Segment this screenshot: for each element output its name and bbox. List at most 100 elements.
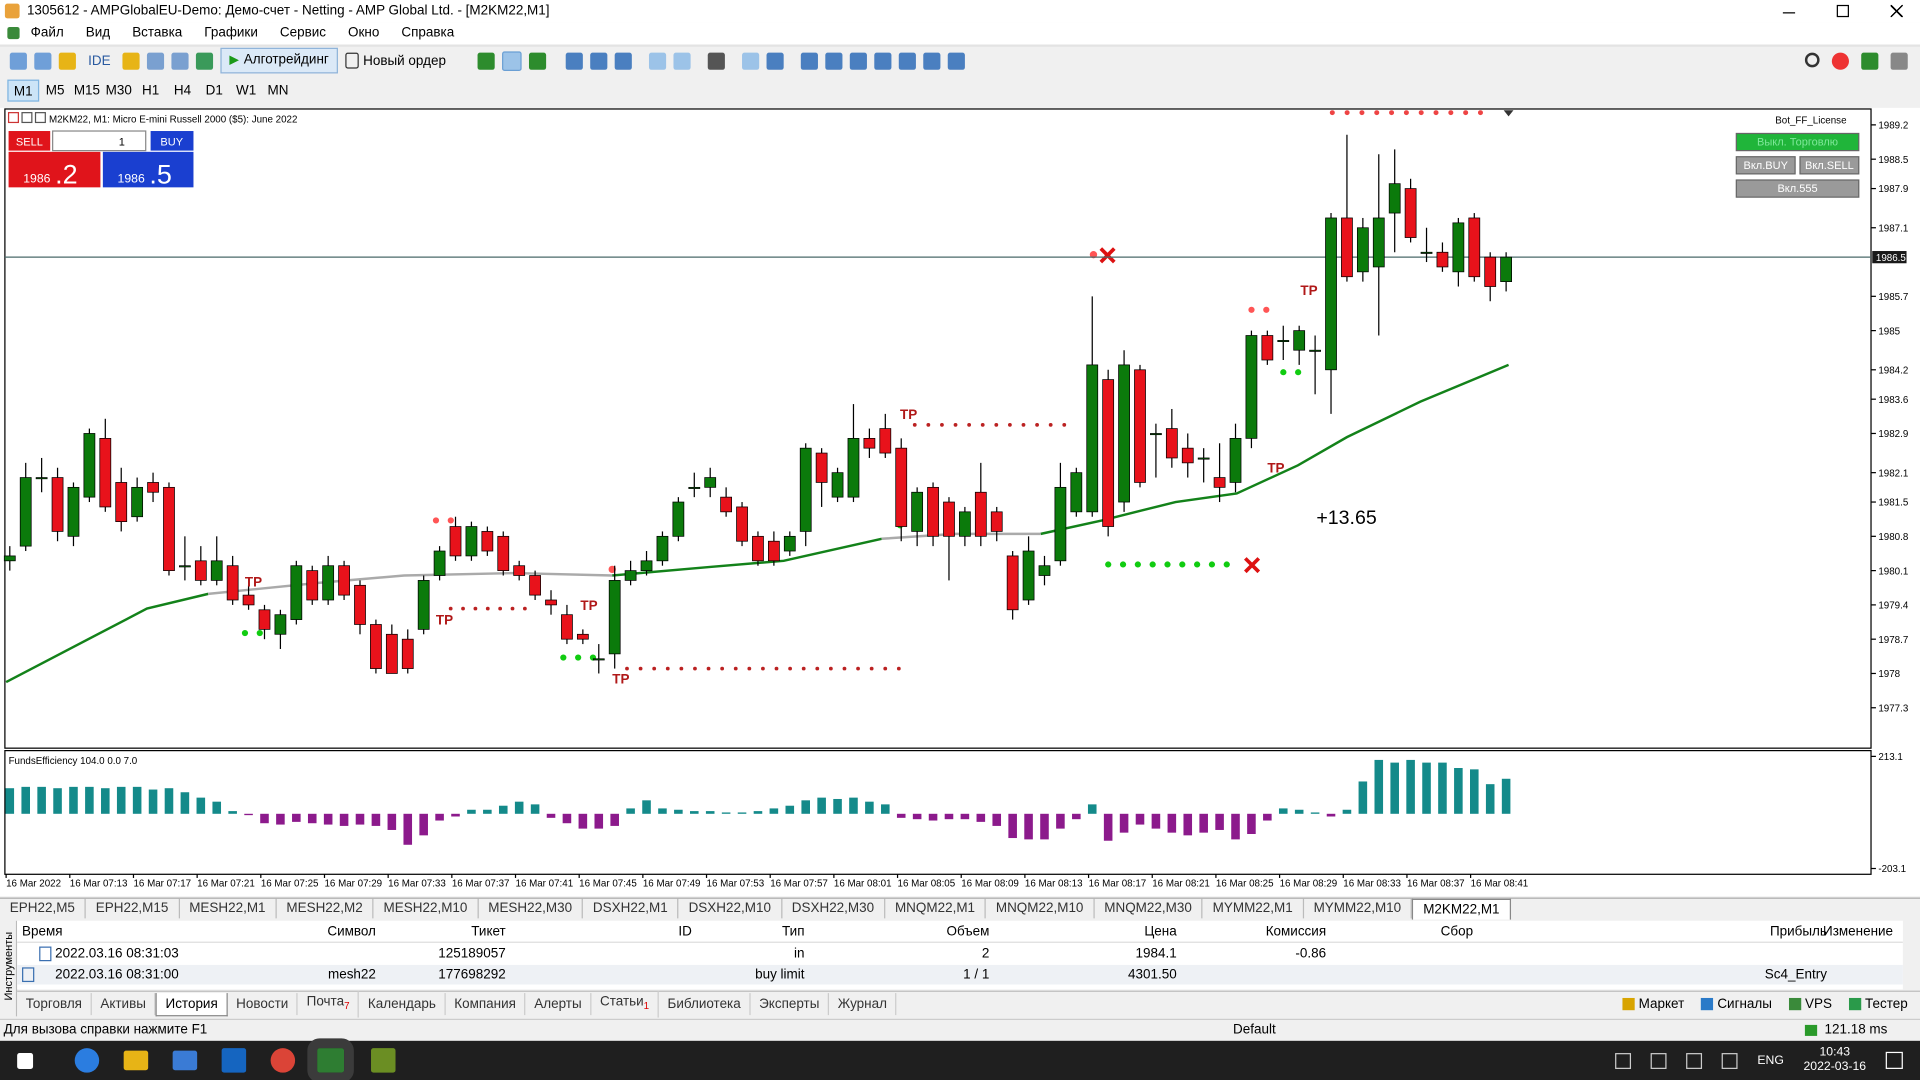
symbol-tab[interactable]: MESH22,M30 <box>478 898 584 919</box>
symbol-tab[interactable]: MYMM22,M1 <box>1203 898 1304 919</box>
symbol-tab[interactable]: MNQM22,M30 <box>1094 898 1203 919</box>
metatrader[interactable] <box>307 1038 354 1080</box>
menu-item[interactable]: Окно <box>348 25 380 41</box>
bottom-tab[interactable]: Почта7 <box>298 990 360 1018</box>
bottom-tab[interactable]: Эксперты <box>751 993 830 1016</box>
menu-item[interactable]: Файл <box>30 25 64 41</box>
trendline[interactable] <box>850 52 868 70</box>
column-header[interactable]: ID <box>678 924 692 940</box>
window-controls[interactable] <box>1782 4 1903 18</box>
tool-icon[interactable] <box>9 52 27 70</box>
search[interactable] <box>1804 52 1820 67</box>
tool-icon[interactable] <box>673 52 691 70</box>
crosshair[interactable] <box>766 52 784 70</box>
symbol-tab[interactable]: M2KM22,M1 <box>1412 898 1511 919</box>
channel[interactable] <box>874 52 892 70</box>
bottom-tab[interactable]: Новости <box>228 993 299 1016</box>
menu-item[interactable]: Сервис <box>279 25 327 41</box>
timeframe-button[interactable]: M15 <box>73 83 101 98</box>
column-header[interactable]: Комиссия <box>1265 924 1327 940</box>
notifications[interactable] <box>1831 52 1849 70</box>
mail[interactable] <box>172 1050 198 1071</box>
panel-button[interactable]: Вкл.SELL <box>1799 156 1860 175</box>
column-header[interactable]: Сбор <box>1440 924 1474 940</box>
timeframe-button[interactable]: M1 <box>7 79 40 102</box>
symbol-tab[interactable]: MYMM22,M10 <box>1304 898 1413 919</box>
clock[interactable]: 10:43 2022-03-16 <box>1803 1046 1866 1075</box>
cursor[interactable] <box>742 52 760 70</box>
timeframe-button[interactable]: H4 <box>173 83 192 98</box>
timeframe-button[interactable]: H1 <box>142 83 160 98</box>
symbol-tab[interactable]: MESH22,M2 <box>277 898 374 919</box>
column-header[interactable]: Время <box>22 924 63 940</box>
outlook[interactable] <box>221 1048 247 1073</box>
panel-button[interactable]: Выкл. Торговлю <box>1735 132 1860 152</box>
zoom-in[interactable] <box>565 52 584 70</box>
bottom-tab[interactable]: История <box>155 992 228 1016</box>
keyboard-lang[interactable]: ENG <box>1757 1053 1784 1068</box>
edge[interactable] <box>74 1048 100 1073</box>
algo-trading-button[interactable]: ▶ Алготрейдинг <box>220 47 338 74</box>
column-header[interactable]: Прибыль <box>1769 924 1827 940</box>
zoom-out[interactable] <box>590 52 608 70</box>
symbol-tab[interactable]: DSXH22,M10 <box>679 898 782 919</box>
timeframe-button[interactable]: M30 <box>105 83 132 98</box>
ide-button[interactable]: IDE <box>88 53 111 68</box>
panel-button[interactable]: Вкл.555 <box>1735 179 1860 198</box>
timeframe-button[interactable]: M5 <box>45 83 65 98</box>
bottom-tab[interactable]: Статьи1 <box>591 990 659 1018</box>
column-header[interactable]: Изменение <box>1823 924 1894 940</box>
bottom-tab[interactable]: Компания <box>446 993 526 1016</box>
tool-icon[interactable] <box>502 50 522 71</box>
column-header[interactable]: Символ <box>327 924 376 940</box>
tool-icon[interactable] <box>529 52 547 70</box>
timeframe-button[interactable]: MN <box>267 83 289 98</box>
close[interactable] <box>1890 4 1903 18</box>
symbol-tab[interactable]: MNQM22,M10 <box>986 898 1095 919</box>
vline[interactable] <box>801 52 819 70</box>
right-tab[interactable]: Сигналы <box>1701 997 1772 1011</box>
column-header[interactable]: Тип <box>782 924 805 940</box>
right-tab[interactable]: Тестер <box>1849 997 1908 1011</box>
menu-item[interactable]: Справка <box>401 25 455 41</box>
tool-icon[interactable] <box>122 52 141 70</box>
grid-icon[interactable] <box>614 52 633 70</box>
column-header[interactable]: Объем <box>946 924 990 940</box>
start[interactable] <box>17 1052 34 1069</box>
menu-item[interactable]: Графики <box>204 25 258 41</box>
timeframe-button[interactable]: D1 <box>205 83 223 98</box>
tool-icon[interactable] <box>171 52 189 70</box>
signal[interactable] <box>1890 52 1908 70</box>
tool-icon[interactable] <box>196 52 214 70</box>
tool-icon[interactable] <box>34 52 52 70</box>
tool-icon[interactable] <box>649 52 667 70</box>
timeframe-button[interactable]: W1 <box>236 83 257 98</box>
fibo[interactable] <box>899 52 917 70</box>
hline[interactable] <box>825 52 843 70</box>
bottom-tab[interactable]: Алерты <box>526 993 592 1016</box>
symbol-tab[interactable]: MNQM22,M1 <box>885 898 987 919</box>
right-tab[interactable]: VPS <box>1789 997 1832 1011</box>
chrome[interactable] <box>270 1048 296 1073</box>
tool-icon[interactable] <box>477 52 495 70</box>
maximize[interactable] <box>1836 4 1849 18</box>
text-tool[interactable] <box>923 52 941 70</box>
tool-icon[interactable] <box>58 52 76 70</box>
app[interactable] <box>371 1048 396 1073</box>
bottom-tab[interactable]: Календарь <box>359 993 446 1016</box>
explorer[interactable] <box>123 1050 149 1071</box>
screenshot[interactable] <box>707 52 726 70</box>
column-header[interactable]: Тикет <box>471 924 506 940</box>
right-tab[interactable]: Маркет <box>1622 997 1684 1011</box>
shapes[interactable] <box>947 52 966 70</box>
bottom-tab[interactable]: Библиотека <box>659 993 751 1016</box>
panel-button[interactable]: Вкл.BUY <box>1735 156 1796 175</box>
symbol-tab[interactable]: MESH22,M10 <box>374 898 479 919</box>
symbol-tab[interactable]: MESH22,M1 <box>179 898 277 919</box>
bottom-tab[interactable]: Торговля <box>17 993 92 1016</box>
menu-item[interactable]: Вставка <box>132 25 183 41</box>
symbol-tab[interactable]: DSXH22,M30 <box>782 898 886 919</box>
new-order-button[interactable]: Новый ордер <box>344 52 446 69</box>
tool-icon[interactable] <box>147 52 165 70</box>
bottom-tab[interactable]: Активы <box>92 993 156 1016</box>
